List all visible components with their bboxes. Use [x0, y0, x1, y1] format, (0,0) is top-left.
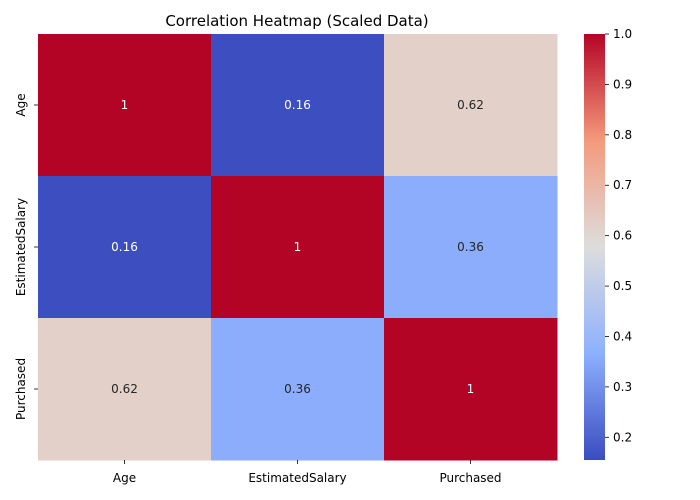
heatmap-cell-label: 1: [467, 382, 475, 396]
colorbar-tick-label: 0.2: [613, 430, 632, 444]
colorbar-tick-label: 0.9: [613, 77, 632, 91]
y-axis-ticks: Age EstimatedSalary Purchased: [14, 93, 38, 420]
y-tick-label: Age: [14, 93, 28, 116]
heatmap-cell: [211, 34, 385, 177]
heatmap-cell-label: 0.36: [284, 382, 311, 396]
y-tick-label: Purchased: [14, 358, 28, 420]
heatmap-cell: [211, 318, 385, 461]
heatmap-cell-label: 1: [294, 240, 302, 254]
heatmap-cell-label: 0.62: [111, 382, 138, 396]
heatmap-cell-label: 1: [121, 98, 129, 112]
colorbar-tick-label: 1.0: [613, 27, 632, 41]
colorbar: 0.2 0.3 0.4 0.5 0.6 0.7 0.8 0.9 1.0: [584, 27, 632, 460]
heatmap-cell: [211, 176, 385, 319]
x-tick-label: Purchased: [439, 471, 501, 485]
chart-title: Correlation Heatmap (Scaled Data): [165, 12, 428, 30]
colorbar-tick-label: 0.5: [613, 279, 632, 293]
heatmap-cell: [384, 176, 558, 319]
heatmap-cell: [38, 176, 212, 319]
heatmap-cell: [38, 318, 212, 461]
colorbar-tick-label: 0.7: [613, 178, 632, 192]
heatmap-cells: 1 0.16 0.62 0.16 1 0.36 0.62 0.36 1: [38, 34, 558, 461]
colorbar-tick-label: 0.8: [613, 128, 632, 142]
heatmap-cell: [384, 318, 558, 461]
colorbar-tick-label: 0.6: [613, 229, 632, 243]
colorbar-tick-label: 0.4: [613, 329, 632, 343]
heatmap-cell-label: 0.62: [457, 98, 484, 112]
colorbar-gradient: [584, 34, 605, 460]
colorbar-tick-label: 0.3: [613, 380, 632, 394]
heatmap-cell-label: 0.36: [457, 240, 484, 254]
heatmap-cell-label: 0.16: [284, 98, 311, 112]
x-tick-label: EstimatedSalary: [248, 471, 346, 485]
x-tick-label: Age: [113, 471, 136, 485]
heatmap-cell-label: 0.16: [111, 240, 138, 254]
y-tick-label: EstimatedSalary: [14, 198, 28, 296]
heatmap-cell: [38, 34, 212, 177]
heatmap-cell: [384, 34, 558, 177]
x-axis-ticks: Age EstimatedSalary Purchased: [113, 460, 502, 485]
